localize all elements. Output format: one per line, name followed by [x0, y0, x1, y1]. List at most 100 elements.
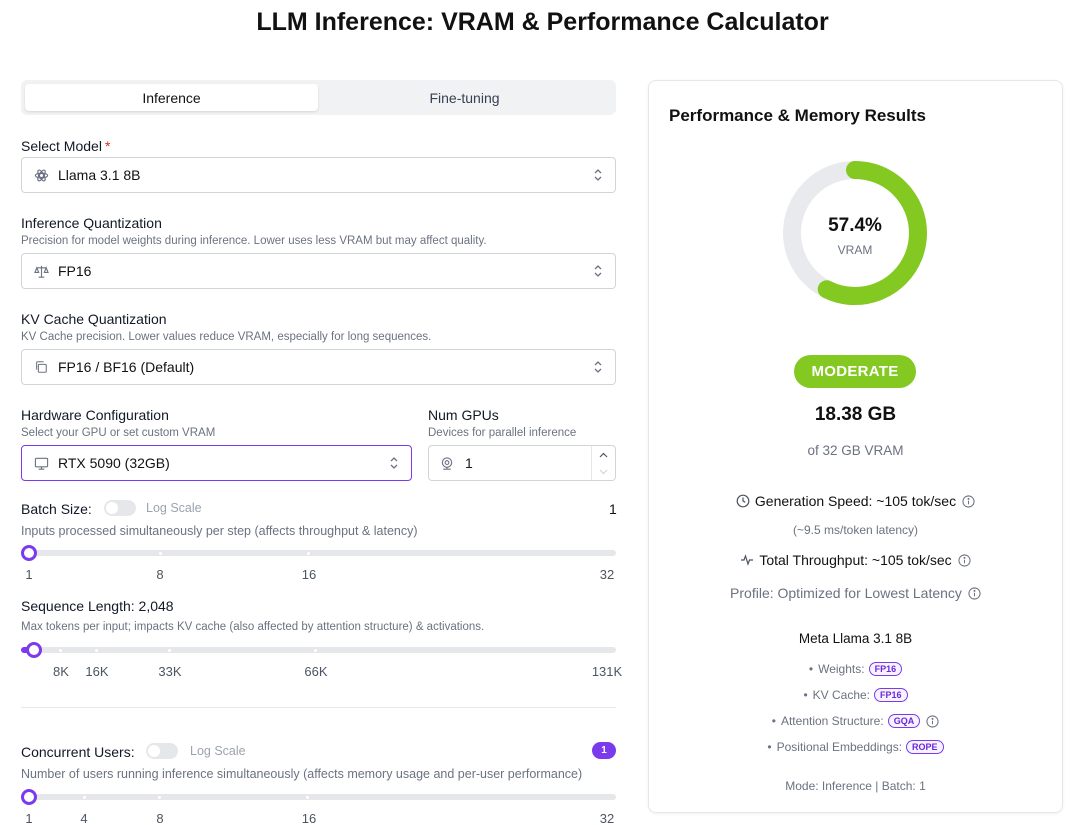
- info-icon[interactable]: [926, 714, 939, 728]
- model-name: Meta Llama 3.1 8B: [798, 631, 913, 646]
- batch-tick: 32: [599, 567, 615, 582]
- num-gpus-stepper[interactable]: 1: [428, 445, 616, 481]
- vram-donut-chart: [783, 161, 927, 305]
- sequence-tick: 66K: [304, 664, 328, 679]
- users-tick: 8: [156, 811, 164, 825]
- users-slider-thumb[interactable]: [21, 789, 37, 805]
- batch-tick: 8: [156, 567, 164, 582]
- sequence-tick: 33K: [158, 664, 182, 679]
- slider-tick-mark: [168, 648, 171, 652]
- mode-tabs: Inference Fine-tuning: [21, 80, 616, 115]
- spec-label: Attention Structure:: [780, 714, 884, 728]
- sequence-slider-thumb[interactable]: [26, 642, 42, 658]
- inference-quant-description: Precision for model weights during infer…: [21, 235, 487, 247]
- status-badge: MODERATE: [794, 355, 916, 388]
- batch-slider[interactable]: [21, 545, 616, 561]
- stepper-arrows: [591, 446, 615, 480]
- slider-tick-mark: [159, 551, 162, 555]
- inference-quant-select[interactable]: FP16: [21, 253, 616, 289]
- users-slider[interactable]: [21, 789, 616, 805]
- bullet: •: [803, 688, 808, 702]
- batch-slider-thumb[interactable]: [21, 545, 37, 561]
- kv-quant-description: KV Cache precision. Lower values reduce …: [21, 331, 432, 343]
- slider-tick-mark: [83, 795, 86, 799]
- num-gpus-value: 1: [465, 455, 473, 471]
- model-label: Select Model *: [21, 138, 110, 154]
- model-select-value: Llama 3.1 8B: [58, 167, 141, 183]
- slider-tick-mark: [158, 795, 161, 799]
- batch-log-scale-label: Log Scale: [146, 501, 202, 515]
- hardware-select[interactable]: RTX 5090 (32GB): [21, 445, 412, 481]
- bullet: •: [808, 662, 814, 676]
- spec-row-attention: • Attention Structure: GQA: [649, 714, 1062, 728]
- kv-quant-value: FP16 / BF16 (Default): [58, 359, 195, 375]
- sequence-label: Sequence Length: 2,048: [21, 598, 174, 614]
- divider: [21, 707, 616, 708]
- vram-total: of 32 GB VRAM: [807, 443, 904, 458]
- tab-fine-tuning[interactable]: Fine-tuning: [429, 89, 500, 106]
- copy-icon: [33, 359, 49, 375]
- chevron-up-down-icon: [594, 265, 602, 277]
- users-description: Number of users running inference simult…: [21, 767, 583, 781]
- chevron-up-down-icon: [594, 361, 602, 373]
- chevron-down-icon: [599, 469, 608, 474]
- users-tick: 4: [80, 811, 88, 825]
- hardware-value: RTX 5090 (32GB): [58, 455, 170, 471]
- spec-chip: ROPE: [906, 740, 944, 754]
- page-title: LLM Inference: VRAM & Performance Calcul…: [256, 8, 829, 36]
- increment-button[interactable]: [592, 446, 615, 463]
- kv-quant-select[interactable]: FP16 / BF16 (Default): [21, 349, 616, 385]
- sequence-description: Max tokens per input; impacts KV cache (…: [21, 621, 485, 633]
- slider-tick-mark: [95, 648, 98, 652]
- spec-label: Weights:: [818, 662, 865, 676]
- sequence-tick: 8K: [53, 664, 69, 679]
- inference-quant-label: Inference Quantization: [21, 215, 162, 231]
- mode-line: Mode: Inference | Batch: 1: [785, 779, 926, 793]
- results-title: Performance & Memory Results: [669, 106, 926, 125]
- bullet: •: [771, 714, 776, 728]
- info-icon[interactable]: [958, 553, 971, 567]
- throughput-row: Total Throughput: ~105 tok/sec: [649, 552, 1062, 568]
- users-log-scale-label: Log Scale: [190, 744, 246, 758]
- profile-text: Profile: Optimized for Lowest Latency: [730, 585, 962, 601]
- inference-quant-value: FP16: [58, 263, 92, 279]
- chevron-up-icon: [599, 452, 608, 457]
- slider-tick-mark: [59, 648, 62, 652]
- vram-used: 18.38 GB: [814, 404, 897, 425]
- slider-tick-mark: [314, 648, 317, 652]
- model-icon: [33, 167, 49, 183]
- chevron-up-down-icon: [594, 169, 602, 181]
- monitor-icon: [33, 455, 49, 471]
- throughput: Total Throughput: ~105 tok/sec: [759, 552, 952, 568]
- batch-log-scale-toggle[interactable]: [104, 500, 136, 516]
- latency: (~9.5 ms/token latency): [792, 523, 919, 537]
- sequence-slider[interactable]: [21, 642, 616, 658]
- vram-caption: VRAM: [837, 243, 873, 257]
- profile-row: Profile: Optimized for Lowest Latency: [649, 585, 1062, 601]
- clock-icon: [736, 494, 750, 508]
- chevron-up-down-icon: [390, 457, 398, 469]
- num-gpus-description: Devices for parallel inference: [428, 427, 577, 439]
- users-tick: 32: [599, 811, 615, 825]
- activity-icon: [740, 553, 754, 567]
- users-log-scale-toggle[interactable]: [146, 743, 178, 759]
- spec-label: KV Cache:: [812, 688, 871, 702]
- users-tick: 16: [301, 811, 317, 825]
- slider-tick-mark: [306, 795, 309, 799]
- spec-chip: FP16: [868, 662, 903, 676]
- sequence-tick: 16K: [85, 664, 109, 679]
- kv-quant-label: KV Cache Quantization: [21, 311, 167, 327]
- spec-label: Positional Embeddings:: [776, 740, 903, 754]
- spec-row-weights: • Weights: FP16: [649, 662, 1062, 676]
- info-icon[interactable]: [962, 494, 975, 508]
- info-icon[interactable]: [968, 586, 981, 600]
- decrement-button[interactable]: [592, 463, 615, 480]
- model-select[interactable]: Llama 3.1 8B: [21, 157, 616, 193]
- model-label-text: Select Model: [21, 138, 102, 154]
- users-value-badge: 1: [592, 742, 616, 759]
- tab-inference[interactable]: Inference: [25, 84, 318, 111]
- donut-arc: [783, 161, 927, 305]
- spec-row-positional: • Positional Embeddings: ROPE: [649, 740, 1062, 754]
- spec-chip: GQA: [887, 714, 921, 728]
- sequence-tick: 131K: [591, 664, 623, 679]
